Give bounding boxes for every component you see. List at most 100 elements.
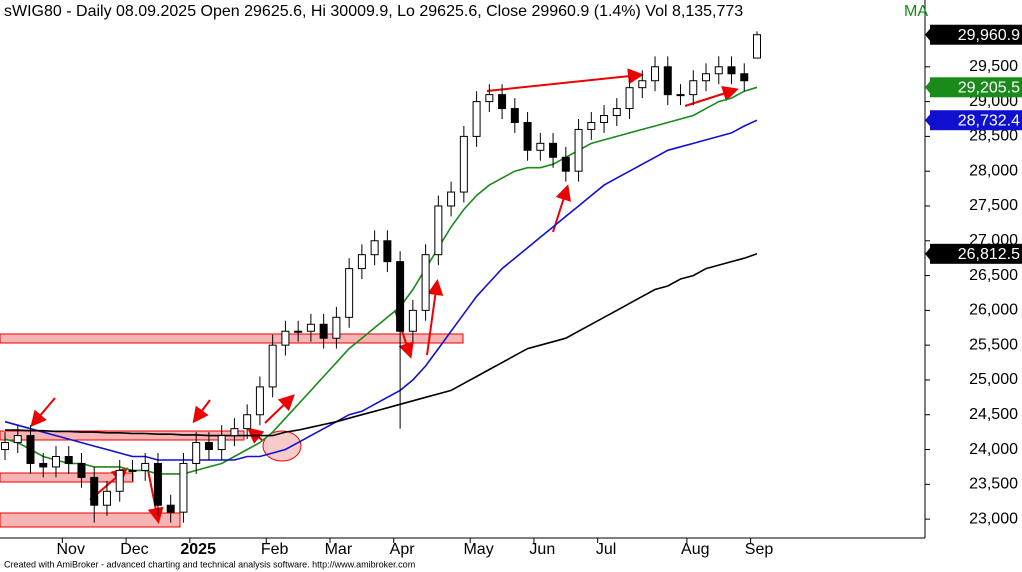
x-tick-label: Apr xyxy=(390,541,416,558)
x-tick-label: Feb xyxy=(261,541,289,558)
last-value-box xyxy=(930,77,1022,98)
x-tick-label: Jun xyxy=(529,541,555,558)
candle-body xyxy=(243,414,252,430)
footer: Created with AmiBroker - advanced charti… xyxy=(4,559,415,569)
candle-body xyxy=(523,121,532,151)
y-tick-label: 26,500 xyxy=(969,267,1018,284)
candle-body xyxy=(64,455,73,464)
candle-body xyxy=(727,66,736,75)
candle-body xyxy=(753,34,761,59)
chart-title: sWIG80 - Daily 08.09.2025 Open 29625.6, … xyxy=(4,3,743,20)
candle-body xyxy=(587,121,596,130)
x-tick-label: Aug xyxy=(681,541,709,558)
candle-body xyxy=(689,80,698,96)
x-tick-label: Nov xyxy=(57,541,85,558)
candle-body xyxy=(625,87,634,110)
candle-body xyxy=(1,442,9,451)
last-value-box xyxy=(930,24,1022,45)
candle-body xyxy=(39,462,48,468)
y-tick-label: 25,000 xyxy=(969,371,1018,388)
candle-body xyxy=(370,240,379,256)
candle-body xyxy=(90,476,99,506)
candle-body xyxy=(434,205,443,256)
candle-body xyxy=(549,142,558,158)
y-tick-label: 23,500 xyxy=(969,476,1018,493)
candle-body xyxy=(396,261,405,332)
x-tick-label: Dec xyxy=(120,541,148,558)
candle-body xyxy=(459,135,468,193)
candle-body xyxy=(498,94,507,110)
candle-body xyxy=(319,323,328,339)
candle-body xyxy=(485,94,494,103)
candle-body xyxy=(192,442,201,464)
candle-body xyxy=(574,128,583,172)
moving-average-line xyxy=(4,86,758,475)
candle-body xyxy=(536,142,545,151)
support-zone xyxy=(0,472,134,483)
candle-body xyxy=(230,428,239,437)
plot-area xyxy=(1,31,761,523)
moving-average-line xyxy=(4,119,758,461)
candle-body xyxy=(408,309,417,332)
last-value-pointer xyxy=(925,28,930,41)
candle-body xyxy=(13,435,22,444)
candle-body xyxy=(217,435,226,451)
candle-body xyxy=(740,73,749,82)
title-suffix: MA xyxy=(904,3,928,20)
candle-body xyxy=(421,254,430,311)
candle-body xyxy=(383,240,392,263)
candle-body xyxy=(638,80,647,89)
y-tick-label: 25,500 xyxy=(969,336,1018,353)
candle-body xyxy=(447,191,456,207)
candle-body xyxy=(166,504,175,513)
candle-body xyxy=(357,254,366,270)
last-value-label: 26,812.5 xyxy=(958,246,1020,263)
candle-body xyxy=(472,101,481,137)
candle-body xyxy=(345,268,354,318)
candle-body xyxy=(294,330,303,333)
y-tick-label: 24,000 xyxy=(969,441,1018,458)
candle-body xyxy=(268,344,277,388)
candle-body xyxy=(306,323,315,332)
last-value-pointer xyxy=(925,114,930,127)
moving-average-line xyxy=(5,253,758,437)
candle-body xyxy=(663,66,672,96)
candle-body xyxy=(561,156,570,172)
support-zone xyxy=(0,333,464,344)
candle-body xyxy=(204,442,213,451)
annotations xyxy=(0,68,739,528)
support-zone xyxy=(0,512,181,528)
x-tick-label: Sep xyxy=(745,541,774,558)
x-tick-label: 2025 xyxy=(180,541,216,558)
y-tick-label: 28,500 xyxy=(969,128,1018,145)
candle-body xyxy=(612,108,621,117)
last-value-pointer xyxy=(925,247,930,260)
y-tick-label: 27,500 xyxy=(969,197,1018,214)
y-tick-label: 29,500 xyxy=(969,58,1018,75)
arrows xyxy=(30,68,739,524)
candle-body xyxy=(26,435,35,464)
candle-body xyxy=(600,115,609,123)
x-tick-label: Mar xyxy=(325,541,353,558)
candle-body xyxy=(51,455,60,468)
candle-body xyxy=(702,73,711,82)
candle-body xyxy=(676,94,685,97)
candle-body xyxy=(115,469,124,492)
candle-body xyxy=(179,462,188,513)
candle-body xyxy=(332,316,341,339)
x-tick-label: Jul xyxy=(596,541,616,558)
candle-body xyxy=(141,462,150,471)
last-value-box xyxy=(930,243,1022,264)
candle-body xyxy=(153,462,162,506)
last-value-label: 29,960.9 xyxy=(958,27,1020,44)
candle-body xyxy=(255,386,264,416)
y-tick-label: 28,000 xyxy=(969,162,1018,179)
last-value-label: 29,205.5 xyxy=(958,80,1020,97)
candle-body xyxy=(510,108,519,123)
last-value-pointer xyxy=(925,81,930,94)
candle-body xyxy=(77,462,86,478)
y-tick-label: 24,500 xyxy=(969,406,1018,423)
candle-body xyxy=(714,66,723,75)
last-value-box xyxy=(930,110,1022,131)
